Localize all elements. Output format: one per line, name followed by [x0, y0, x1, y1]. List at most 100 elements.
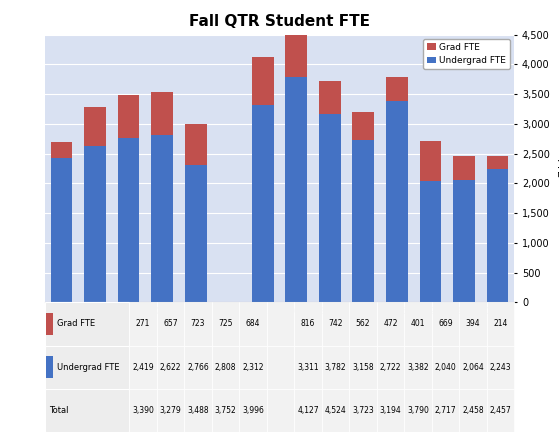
- Bar: [349, 302, 377, 346]
- Bar: [84, 146, 106, 302]
- Bar: [349, 346, 377, 389]
- Bar: [377, 346, 404, 389]
- Bar: [151, 92, 173, 135]
- Bar: [151, 135, 173, 302]
- Bar: [459, 389, 487, 432]
- Bar: [239, 302, 267, 346]
- Bar: [157, 346, 184, 389]
- Bar: [50, 142, 72, 159]
- Bar: [432, 346, 459, 389]
- Bar: [419, 141, 441, 181]
- Bar: [157, 302, 184, 346]
- Bar: [45, 346, 129, 389]
- Text: 2,766: 2,766: [187, 363, 209, 372]
- Text: 2,457: 2,457: [490, 406, 511, 415]
- Bar: [453, 180, 475, 302]
- Bar: [45, 302, 129, 346]
- Text: 725: 725: [218, 320, 233, 328]
- Bar: [459, 346, 487, 389]
- Text: 3,382: 3,382: [407, 363, 429, 372]
- Text: 2,312: 2,312: [242, 363, 264, 372]
- Bar: [157, 389, 184, 432]
- Text: 3,488: 3,488: [187, 406, 209, 415]
- Bar: [184, 346, 212, 389]
- Bar: [285, 77, 307, 302]
- Text: 742: 742: [328, 320, 343, 328]
- Bar: [212, 346, 239, 389]
- Bar: [459, 302, 487, 346]
- Bar: [45, 389, 129, 432]
- Bar: [252, 57, 273, 105]
- Text: 4,127: 4,127: [297, 406, 319, 415]
- Bar: [267, 302, 294, 346]
- Bar: [386, 77, 408, 101]
- Bar: [294, 389, 322, 432]
- Bar: [319, 81, 340, 114]
- Text: 562: 562: [356, 320, 370, 328]
- Bar: [486, 156, 508, 169]
- Bar: [84, 107, 106, 146]
- Legend: Grad FTE, Undergrad FTE: Grad FTE, Undergrad FTE: [423, 39, 510, 69]
- Text: 684: 684: [246, 320, 260, 328]
- Text: 2,622: 2,622: [160, 363, 181, 372]
- Bar: [239, 389, 267, 432]
- Bar: [453, 156, 475, 180]
- Text: Undergrad FTE: Undergrad FTE: [56, 363, 119, 372]
- Text: 4,524: 4,524: [325, 406, 347, 415]
- Bar: [294, 302, 322, 346]
- Bar: [322, 346, 349, 389]
- Bar: [252, 105, 273, 302]
- Bar: [285, 33, 307, 77]
- Bar: [404, 346, 432, 389]
- Bar: [239, 346, 267, 389]
- Bar: [184, 165, 206, 302]
- Text: 816: 816: [301, 320, 315, 328]
- Bar: [322, 389, 349, 432]
- Bar: [386, 101, 408, 302]
- Bar: [349, 389, 377, 432]
- Text: 723: 723: [191, 320, 205, 328]
- Bar: [487, 389, 514, 432]
- Text: 2,040: 2,040: [435, 363, 456, 372]
- Bar: [294, 346, 322, 389]
- Text: 2,419: 2,419: [132, 363, 154, 372]
- Bar: [432, 389, 459, 432]
- Bar: [117, 95, 139, 138]
- Text: 2,458: 2,458: [462, 406, 484, 415]
- Text: 3,723: 3,723: [352, 406, 374, 415]
- Text: 214: 214: [494, 320, 508, 328]
- Bar: [377, 389, 404, 432]
- Text: 2,722: 2,722: [380, 363, 401, 372]
- Bar: [377, 302, 404, 346]
- Bar: [419, 181, 441, 302]
- Bar: [404, 389, 432, 432]
- Bar: [432, 302, 459, 346]
- Title: Fall QTR Student FTE: Fall QTR Student FTE: [189, 14, 370, 29]
- Bar: [267, 389, 294, 432]
- Text: Grad FTE: Grad FTE: [56, 320, 94, 328]
- Bar: [184, 302, 212, 346]
- Text: 2,717: 2,717: [435, 406, 456, 415]
- Text: 3,194: 3,194: [380, 406, 401, 415]
- Bar: [50, 159, 72, 302]
- Bar: [404, 302, 432, 346]
- Text: 2,064: 2,064: [462, 363, 484, 372]
- Text: 3,390: 3,390: [132, 406, 154, 415]
- Text: 3,311: 3,311: [297, 363, 319, 372]
- Text: 3,996: 3,996: [242, 406, 264, 415]
- Bar: [46, 313, 53, 335]
- Text: 2,243: 2,243: [490, 363, 511, 372]
- Bar: [352, 112, 374, 140]
- Text: 657: 657: [163, 320, 178, 328]
- Text: 669: 669: [438, 320, 453, 328]
- Bar: [184, 389, 212, 432]
- Text: 3,752: 3,752: [215, 406, 236, 415]
- Bar: [212, 389, 239, 432]
- Text: 3,158: 3,158: [352, 363, 374, 372]
- Text: 2,808: 2,808: [215, 363, 236, 372]
- Bar: [46, 356, 53, 378]
- Bar: [129, 302, 157, 346]
- Bar: [487, 302, 514, 346]
- Bar: [487, 346, 514, 389]
- Bar: [129, 346, 157, 389]
